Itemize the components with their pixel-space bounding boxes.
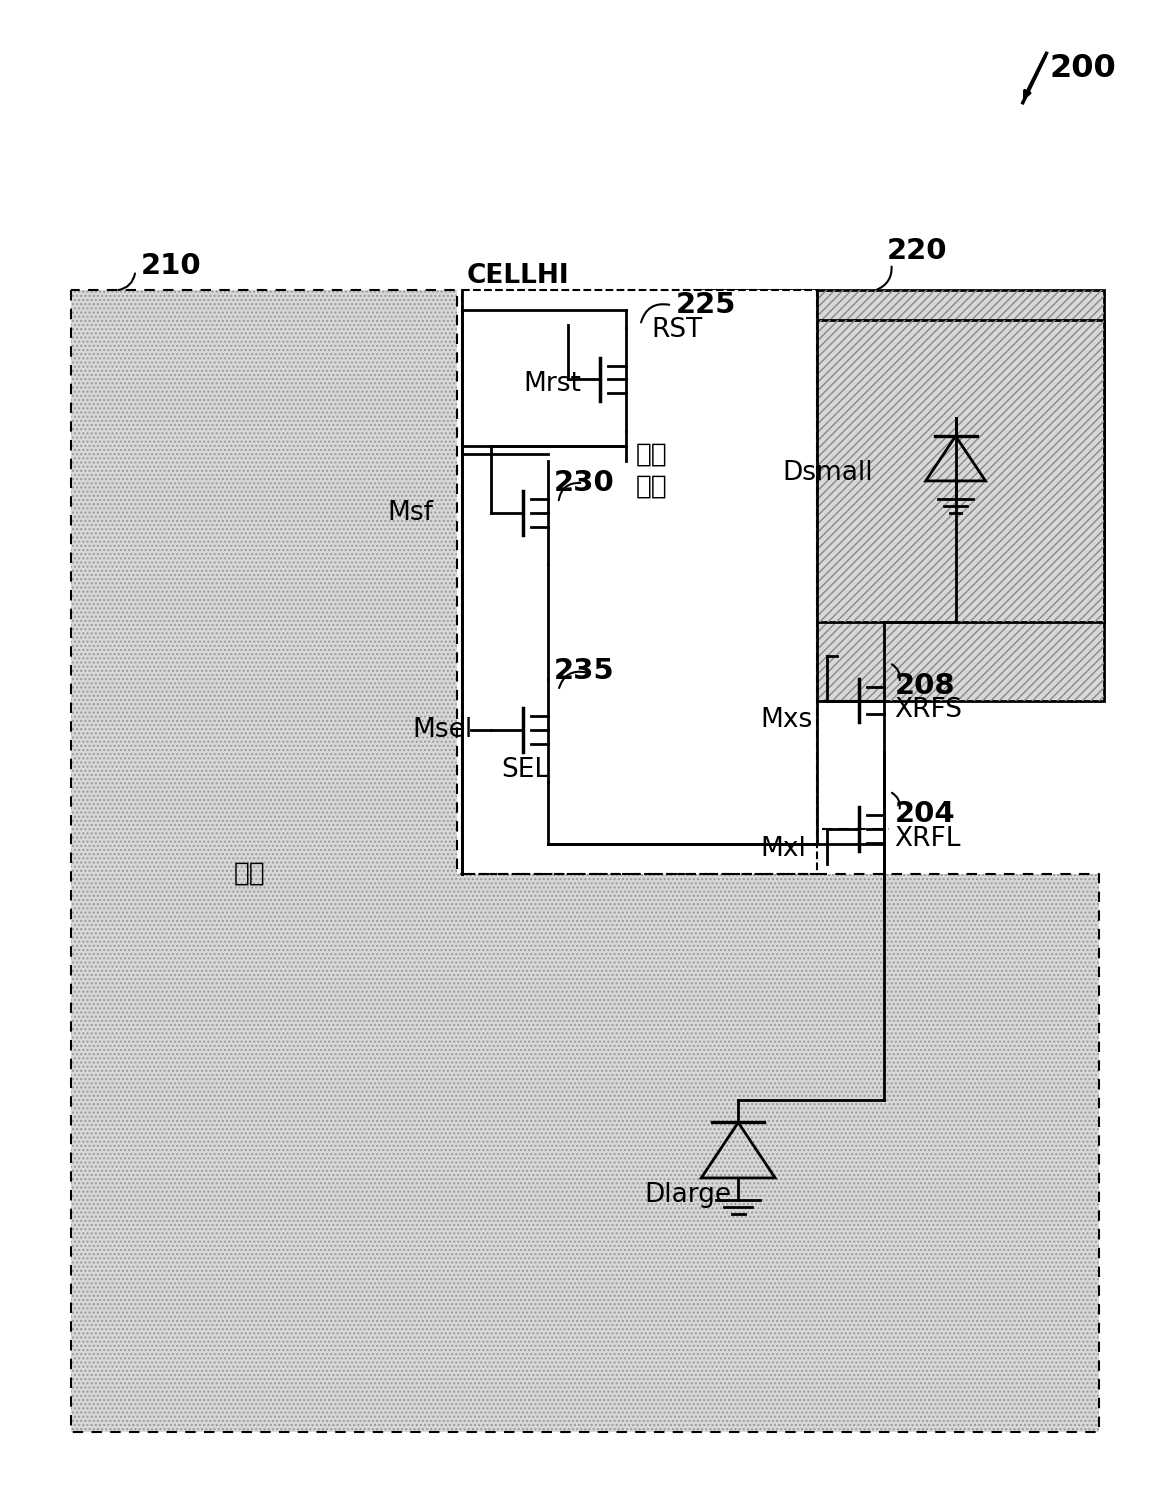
- Polygon shape: [462, 291, 818, 874]
- Text: 210: 210: [140, 252, 201, 280]
- Text: Mxl: Mxl: [760, 836, 806, 862]
- Polygon shape: [773, 321, 1103, 622]
- Text: 208: 208: [894, 672, 955, 700]
- Text: 总线: 总线: [234, 860, 266, 886]
- Text: 220: 220: [886, 237, 947, 265]
- Text: Msf: Msf: [388, 499, 434, 526]
- Polygon shape: [72, 291, 1099, 1432]
- Text: Mrst: Mrst: [524, 372, 582, 397]
- Text: 225: 225: [676, 291, 737, 319]
- Text: XRFL: XRFL: [894, 826, 961, 851]
- Text: RST: RST: [651, 316, 703, 343]
- Text: 204: 204: [894, 800, 955, 829]
- Polygon shape: [693, 291, 1103, 700]
- Text: SEL: SEL: [501, 757, 549, 782]
- Text: 200: 200: [1049, 52, 1116, 84]
- Text: 230: 230: [553, 469, 615, 498]
- Text: CELLHI: CELLHI: [466, 262, 569, 289]
- Text: 浮动
节点: 浮动 节点: [636, 441, 667, 499]
- Text: XRFS: XRFS: [894, 697, 962, 724]
- Text: Dsmall: Dsmall: [783, 460, 873, 486]
- Text: Msel: Msel: [412, 717, 472, 744]
- Text: Dlarge: Dlarge: [644, 1181, 732, 1208]
- Text: 235: 235: [553, 657, 615, 685]
- Text: Mxs: Mxs: [760, 708, 812, 733]
